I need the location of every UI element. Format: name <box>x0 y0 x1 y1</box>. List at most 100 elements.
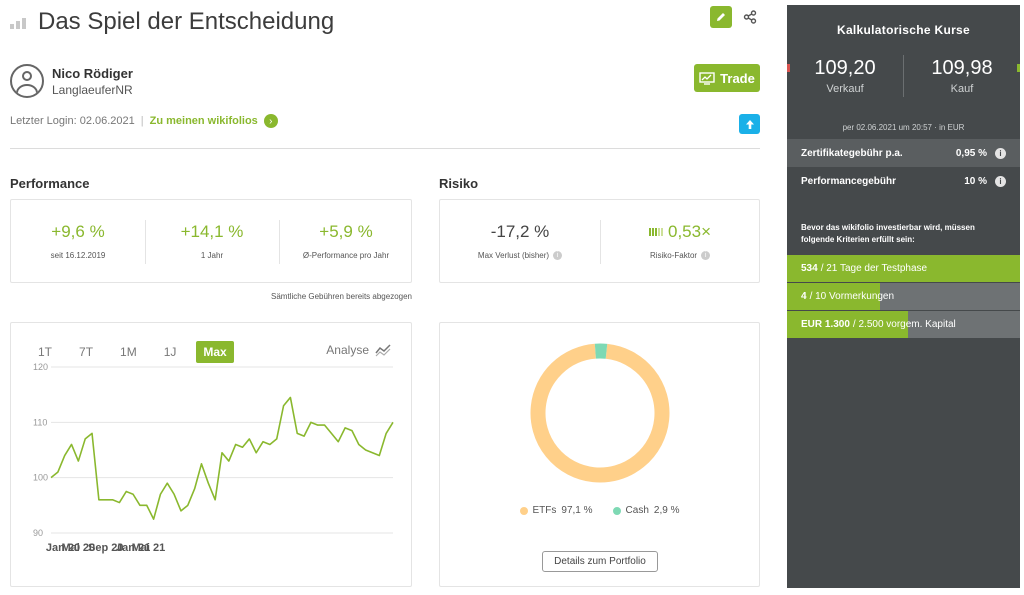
fees-note: Sämtliche Gebühren bereits abgezogen <box>271 292 412 301</box>
risk-factor-label: Risiko-Faktor <box>649 251 698 260</box>
tab-7t[interactable]: 7T <box>79 345 94 359</box>
performance-card: +9,6 % seit 16.12.2019 +14,1 % 1 Jahr +5… <box>10 199 412 283</box>
legend-value: 2,9 % <box>653 505 680 516</box>
max-loss-value: -17,2 % <box>490 222 550 241</box>
performance-since-start: +9,6 % seit 16.12.2019 <box>11 200 145 282</box>
title-row: Das Spiel der Entscheidung <box>10 6 334 38</box>
legend-dot <box>612 506 621 515</box>
last-login-text: Letzter Login: 02.06.2021 <box>10 115 135 127</box>
fee-row-performance: Performancegebühr 10 % i <box>787 167 1020 195</box>
trade-chart-icon <box>699 71 715 85</box>
performance-chart-card: 1T 7T 1M 1J Max Analyse 90 100 110 120 Jan 2… <box>10 322 412 587</box>
edit-button[interactable] <box>710 6 732 28</box>
performance-heading: Performance <box>10 176 90 191</box>
max-loss-label: Max Verlust (bisher) <box>477 251 550 260</box>
login-row: Letzter Login: 02.06.2021 | Zu meinen wi… <box>10 114 278 128</box>
performance-avg-per-year: +5,9 % Ø-Performance pro Jahr <box>279 200 413 282</box>
tab-max[interactable]: Max <box>196 341 234 363</box>
risk-card: -17,2 % Max Verlust (bisher) i 0,53× Ris… <box>439 199 760 283</box>
metric-label: Ø-Performance pro Jahr <box>302 251 390 260</box>
tab-1m[interactable]: 1M <box>120 345 137 359</box>
x-tick-label: Sep 20 <box>88 542 123 554</box>
metric-value: +5,9 % <box>319 222 373 241</box>
my-wikifolios-link[interactable]: Zu meinen wikifolios <box>149 115 258 127</box>
metric-divider <box>600 220 601 264</box>
info-icon[interactable]: i <box>553 251 563 260</box>
info-icon[interactable]: i <box>995 147 1006 159</box>
x-tick-label: Mai 21 <box>132 542 166 554</box>
criteria-progress-fill <box>787 311 909 338</box>
tab-1t[interactable]: 1T <box>38 345 53 359</box>
author-block: Nico Rödiger LanglaeuferNR <box>10 64 133 98</box>
legend-value: 97,1 % <box>561 505 593 516</box>
analyse-button[interactable]: Analyse <box>326 343 391 357</box>
metric-divider <box>145 220 146 264</box>
risk-gauge-icon <box>648 228 663 236</box>
analyse-chart-icon <box>375 344 391 357</box>
performance-series-line <box>50 396 394 520</box>
criteria-capital: EUR 1.300 / 2.500 vorgem. Kapital <box>787 311 1020 338</box>
sell-price-value: 109,20 <box>814 57 876 79</box>
tab-1j[interactable]: 1J <box>163 345 177 359</box>
analyse-label: Analyse <box>326 343 369 357</box>
metric-label: seit 16.12.2019 <box>50 251 106 260</box>
criteria-target: / 2.500 vorgem. Kapital <box>852 319 956 330</box>
arrow-up-icon <box>745 119 754 129</box>
fee-value: 10 % <box>964 175 987 187</box>
x-tick-label: Mai 20 <box>62 542 96 554</box>
sell-price-label: Verkauf <box>826 83 864 95</box>
criteria-text: EUR 1.300 / 2.500 vorgem. Kapital <box>801 311 956 338</box>
portfolio-details-button[interactable]: Details zum Portfolio <box>542 551 658 572</box>
metric-label: 1 Jahr <box>200 251 224 260</box>
criteria-progress-fill <box>787 283 881 310</box>
info-icon[interactable]: i <box>995 175 1006 187</box>
author-name[interactable]: Nico Rödiger <box>52 65 133 81</box>
criteria-progress-fill <box>787 255 1020 282</box>
max-loss-metric: -17,2 % Max Verlust (bisher) i <box>440 200 600 282</box>
fee-list: Zertifikategebühr p.a. 0,95 % i Performa… <box>787 139 1020 195</box>
metric-value: +14,1 % <box>180 222 244 241</box>
criteria-value: 4 <box>801 291 807 302</box>
trade-button-label: Trade <box>720 70 755 86</box>
risk-factor-metric: 0,53× Risiko-Faktor i <box>600 200 760 282</box>
fee-label: Performancegebühr <box>801 175 897 187</box>
legend-item-etfs: ETFs 97,1 % <box>519 505 593 516</box>
fee-label: Zertifikategebühr p.a. <box>801 147 903 159</box>
chevron-right-icon[interactable]: › <box>263 114 278 128</box>
risk-factor-row: 0,53× <box>648 222 711 242</box>
criteria-text: 4 / 10 Vormerkungen <box>801 283 894 310</box>
avatar[interactable] <box>10 64 44 98</box>
info-icon[interactable]: i <box>701 251 711 260</box>
legend-label: Cash <box>625 505 649 516</box>
share-button[interactable] <box>740 6 760 28</box>
metric-divider <box>279 220 280 264</box>
y-tick-label: 100 <box>33 473 48 483</box>
max-loss-label-row: Max Verlust (bisher) i <box>477 251 563 260</box>
risk-factor-label-row: Risiko-Faktor i <box>649 251 711 260</box>
trade-button[interactable]: Trade <box>694 64 760 92</box>
header-divider <box>10 148 760 149</box>
allocation-card: ETFs 97,1 % Cash 2,9 % Details zum Portf… <box>439 322 760 587</box>
x-tick-label: Jan 21 <box>116 542 150 554</box>
scroll-up-button[interactable] <box>739 114 760 134</box>
sell-price: 109,20 Verkauf <box>787 57 903 95</box>
page-title: Das Spiel der Entscheidung <box>38 8 335 35</box>
fee-value: 0,95 % <box>955 147 987 159</box>
buy-price-value: 109,98 <box>931 57 993 79</box>
criteria-value: EUR 1.300 <box>801 319 850 330</box>
criteria-target: / 10 Vormerkungen <box>809 291 895 302</box>
buy-price: 109,98 Kauf <box>904 57 1020 95</box>
sell-marker <box>787 64 790 72</box>
y-tick-label: 90 <box>33 528 43 538</box>
criteria-reservations: 4 / 10 Vormerkungen <box>787 283 1020 310</box>
fee-row-certificate: Zertifikategebühr p.a. 0,95 % i <box>787 139 1020 167</box>
period-tabs: 1T 7T 1M 1J Max <box>31 341 234 363</box>
allocation-legend: ETFs 97,1 % Cash 2,9 % <box>440 505 759 516</box>
criteria-value: 534 <box>801 263 818 274</box>
legend-dot <box>519 506 528 515</box>
bar-chart-icon <box>10 15 30 29</box>
risk-factor-value: 0,53× <box>667 222 711 241</box>
buy-marker <box>1017 64 1020 72</box>
